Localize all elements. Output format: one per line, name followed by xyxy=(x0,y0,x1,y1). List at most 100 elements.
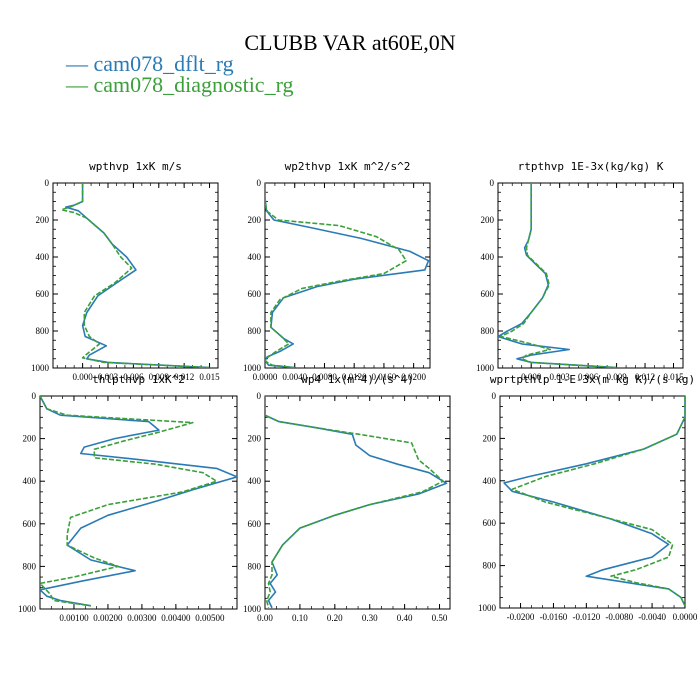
x-tick-label: 0.006 xyxy=(123,372,144,382)
series-line-diagnostic xyxy=(40,396,218,607)
x-tick-label: -0.0080 xyxy=(605,612,633,622)
y-tick-label: 600 xyxy=(483,518,497,528)
legend-label: cam078_dflt_rg xyxy=(93,51,234,76)
y-tick-label: 1000 xyxy=(478,603,497,613)
y-tick-label: 800 xyxy=(23,561,37,571)
plot-frame xyxy=(499,395,686,609)
x-tick-label: 0.003 xyxy=(98,372,119,382)
series-line-dflt xyxy=(40,396,237,607)
series-line-diagnostic xyxy=(60,183,210,368)
x-tick-label: 0.00400 xyxy=(161,613,191,623)
x-tick-label: 0.0080 xyxy=(312,372,337,382)
x-tick-label: 0.015 xyxy=(199,372,220,382)
y-tick-label: 200 xyxy=(483,433,497,443)
y-tick-label: 800 xyxy=(248,561,262,571)
x-tick-label: 0.10 xyxy=(292,613,308,623)
panel-title: thlpthvp 1xK^2 xyxy=(92,373,185,386)
x-tick-label: 0.00200 xyxy=(93,613,123,623)
series-line-dflt xyxy=(64,183,210,368)
panel-title: wpthvp 1xK m/s xyxy=(89,160,182,173)
y-tick-label: 800 xyxy=(248,326,262,336)
y-tick-label: 800 xyxy=(36,326,50,336)
y-tick-label: 200 xyxy=(23,434,37,444)
x-tick-label: 0.50 xyxy=(432,613,448,623)
x-tick-label: 0.0160 xyxy=(372,372,397,382)
y-tick-label: 0 xyxy=(257,178,262,188)
panel-2: wp2thvp 1xK m^2/s^2020040060080010000.00… xyxy=(243,160,431,382)
series-line-diagnostic xyxy=(265,183,407,368)
plot-frame xyxy=(264,395,451,610)
x-tick-label: 0.000 xyxy=(72,372,93,382)
series-line-dflt xyxy=(265,183,430,368)
x-tick-label: 0.30 xyxy=(362,613,378,623)
x-tick-label: -0.0120 xyxy=(572,612,600,622)
plot-frame xyxy=(497,182,684,369)
x-tick-label: 0.006 xyxy=(578,372,599,382)
x-tick-label: 0.009 xyxy=(606,372,627,382)
y-tick-label: 1000 xyxy=(31,363,50,373)
y-tick-label: 400 xyxy=(36,252,50,262)
legend-line-icon: — xyxy=(66,72,94,97)
y-tick-label: 600 xyxy=(248,289,262,299)
panel-title: rtpthvp 1E-3x(kg/kg) K xyxy=(518,160,664,173)
panel-title: wp2thvp 1xK m^2/s^2 xyxy=(285,160,411,173)
x-tick-label: -0.0040 xyxy=(638,612,666,622)
x-tick-label: 0.0000 xyxy=(673,612,698,622)
x-tick-label: 0.003 xyxy=(550,372,571,382)
y-tick-label: 0 xyxy=(257,391,262,401)
series-line-dflt xyxy=(265,396,448,609)
x-tick-label: 0.20 xyxy=(327,613,343,623)
y-tick-label: 200 xyxy=(36,215,50,225)
y-tick-label: 400 xyxy=(483,476,497,486)
y-tick-label: 0 xyxy=(492,391,497,401)
series-line-diagnostic xyxy=(511,396,685,607)
y-tick-label: 600 xyxy=(248,519,262,529)
x-tick-label: 0.012 xyxy=(174,372,194,382)
x-tick-label: 0.00 xyxy=(257,613,273,623)
y-tick-label: 200 xyxy=(248,434,262,444)
y-tick-label: 400 xyxy=(248,476,262,486)
legend-label: cam078_diagnostic_rg xyxy=(93,72,294,97)
y-tick-label: 800 xyxy=(483,561,497,571)
y-tick-label: 1000 xyxy=(243,363,262,373)
x-tick-label: 0.40 xyxy=(397,613,413,623)
legend-entry-diagnostic: — cam078_diagnostic_rg xyxy=(66,72,294,98)
x-tick-label: 0.015 xyxy=(663,372,684,382)
y-tick-label: 1000 xyxy=(476,363,495,373)
x-tick-label: -0.0200 xyxy=(507,612,535,622)
y-tick-label: 200 xyxy=(481,215,495,225)
x-tick-label: 0.00500 xyxy=(195,613,225,623)
y-tick-label: 1000 xyxy=(243,604,262,614)
legend-line-icon: — xyxy=(66,51,94,76)
y-tick-label: 0 xyxy=(490,178,495,188)
figure-title: CLUBB VAR at60E,0N xyxy=(244,30,456,55)
x-tick-label: 0.0040 xyxy=(282,372,307,382)
panel-6: wprtpthlp 1-E-3x(m kg K)/(s kg) 0 200 400 60… xyxy=(478,373,698,622)
x-tick-label: -0.0160 xyxy=(540,612,568,622)
x-tick-label: 0.00100 xyxy=(59,613,89,623)
y-tick-label: 400 xyxy=(23,476,37,486)
legend-entry-dflt: — cam078_dflt_rg xyxy=(66,51,234,77)
x-tick-label: 0.0120 xyxy=(342,372,367,382)
y-tick-label: 200 xyxy=(248,215,262,225)
series-line-dflt xyxy=(503,396,685,607)
x-tick-label: 0.000 xyxy=(521,372,542,382)
panel-4: thlpthvp 1xK^2 0 200 400 600 800 1000 0.00100 0.… xyxy=(18,373,238,623)
series-line-diagnostic xyxy=(265,396,444,609)
series-line-diagnostic xyxy=(500,183,617,368)
panel-1: wpthvp 1xK m/s 0 200 400 600 800 1000 0.000 0.00… xyxy=(31,160,220,382)
y-tick-label: 800 xyxy=(481,326,495,336)
y-tick-label: 400 xyxy=(481,252,495,262)
panel-title: wprtpthlp 1-E-3x(m kg K)/(s kg) xyxy=(490,373,695,386)
y-tick-label: 1000 xyxy=(18,604,37,614)
x-tick-label: 0.00300 xyxy=(127,613,157,623)
y-tick-label: 0 xyxy=(45,178,50,188)
x-tick-label: 0.0000 xyxy=(253,372,278,382)
panel-3: rtpthvp 1E-3x(kg/kg) K 0 200 400 600 800 1000 0… xyxy=(476,160,684,382)
y-tick-label: 600 xyxy=(23,519,37,529)
y-tick-label: 400 xyxy=(248,252,262,262)
x-tick-label: 0.009 xyxy=(149,372,170,382)
plot-frame xyxy=(264,182,431,369)
